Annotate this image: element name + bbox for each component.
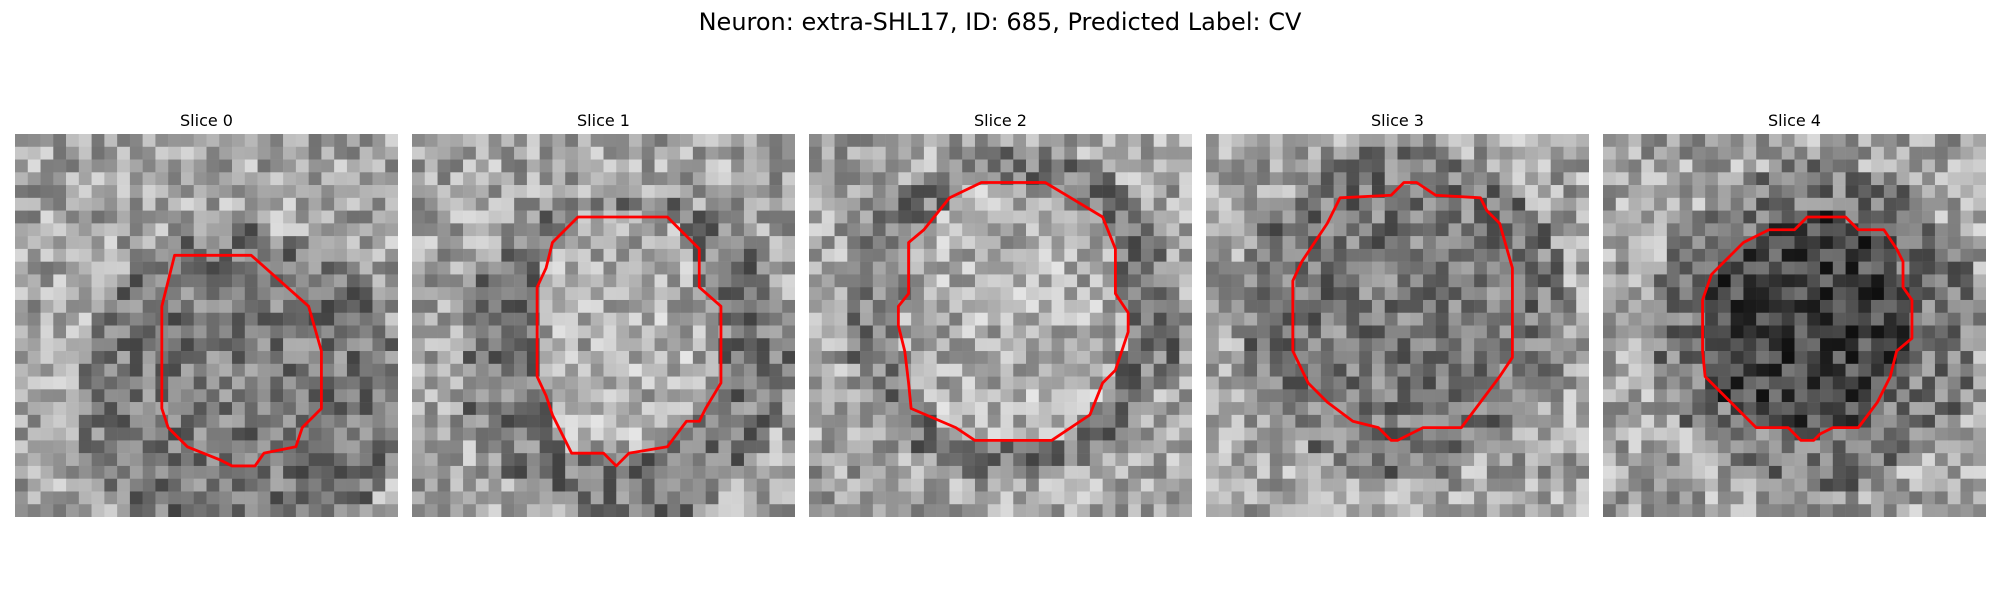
slice-panel-2: Slice 2 — [809, 110, 1192, 517]
slice-image — [412, 134, 795, 517]
slice-image — [15, 134, 398, 517]
segmentation-outline — [160, 253, 323, 468]
slice-panel-4: Slice 4 — [1603, 110, 1986, 517]
slice-image — [809, 134, 1192, 517]
segmentation-outline — [896, 181, 1130, 442]
slice-title: Slice 1 — [577, 111, 630, 130]
segmentation-outline — [1701, 215, 1914, 442]
slice-image — [1206, 134, 1589, 517]
slice-title: Slice 4 — [1768, 111, 1821, 130]
slice-title: Slice 2 — [974, 111, 1027, 130]
segmentation-outline — [535, 215, 723, 468]
slice-title: Slice 3 — [1371, 111, 1424, 130]
figure-title: Neuron: extra-SHL17, ID: 685, Predicted … — [698, 8, 1302, 36]
slice-title: Slice 0 — [180, 111, 233, 130]
slice-panel-3: Slice 3 — [1206, 110, 1589, 517]
segmentation-outline — [1291, 181, 1514, 442]
slice-panel-1: Slice 1 — [412, 110, 795, 517]
slice-image — [1603, 134, 1986, 517]
slice-panel-0: Slice 0 — [15, 110, 398, 517]
